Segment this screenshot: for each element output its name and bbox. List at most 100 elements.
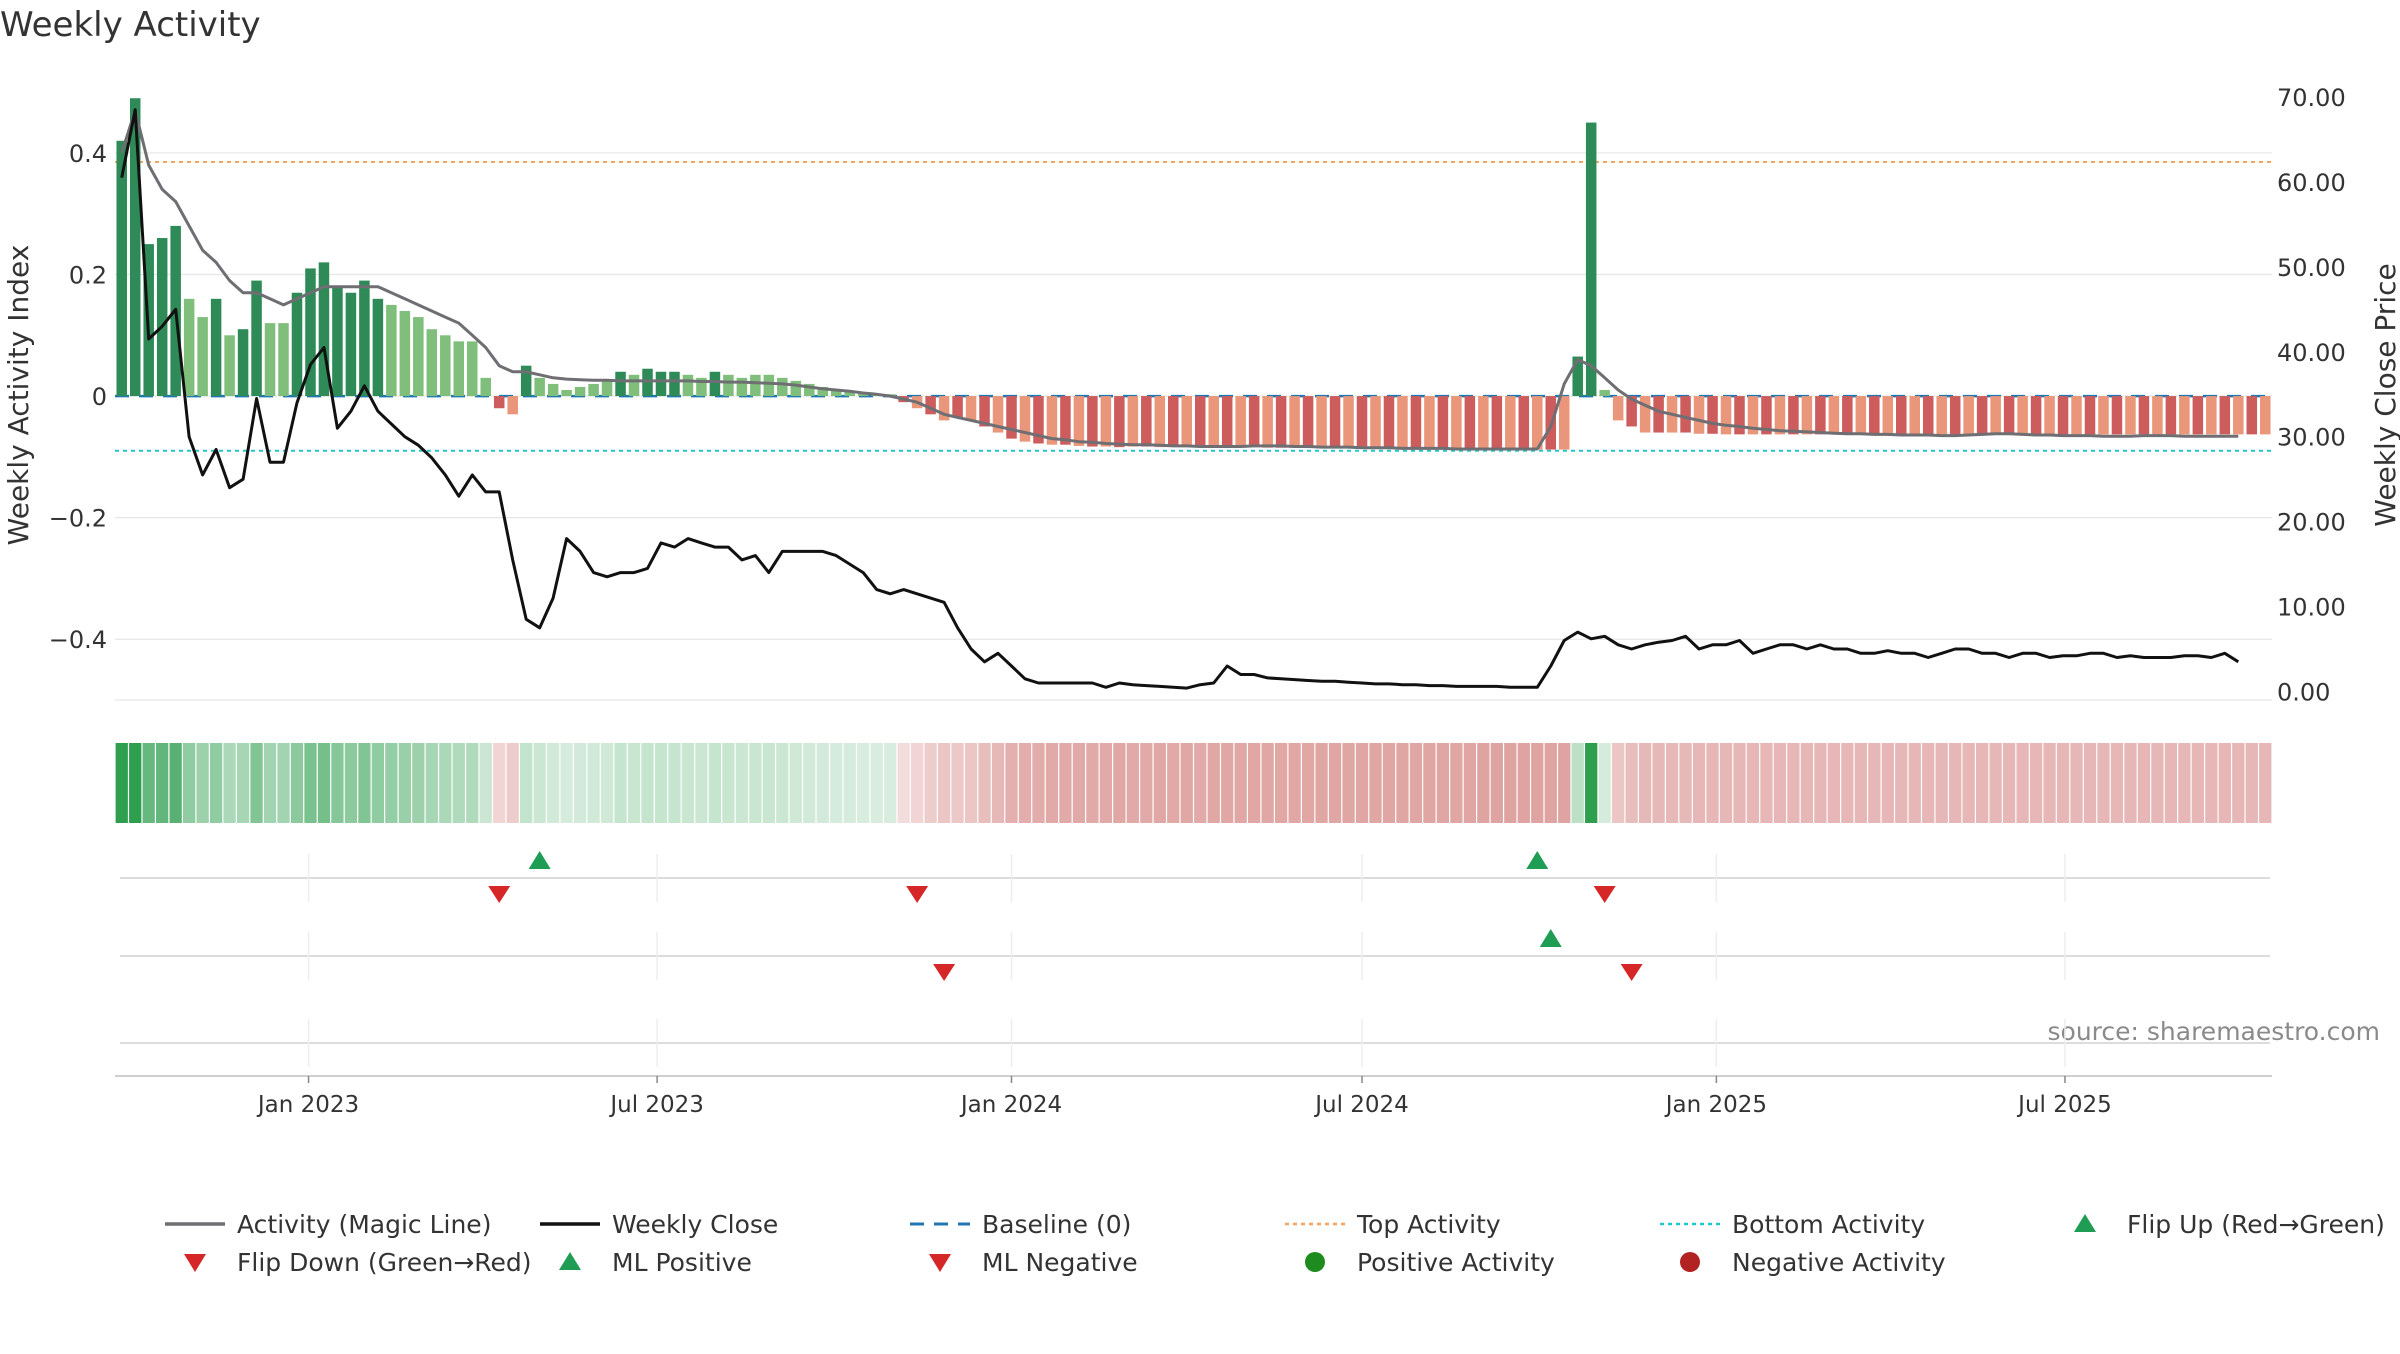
activity-bar	[777, 377, 788, 397]
activity-bar	[345, 292, 357, 397]
heat-strip-cell	[1638, 743, 1652, 823]
heat-strip-cell	[479, 743, 492, 823]
x-tick-label: Jan 2024	[959, 1092, 1062, 1118]
activity-bar	[2003, 396, 2015, 435]
activity-bar	[830, 390, 842, 397]
activity-bar	[952, 396, 963, 418]
activity-bar	[359, 280, 370, 397]
legend-swatch-circle	[1305, 1252, 1325, 1272]
activity-bar	[1963, 396, 1974, 435]
y-left-tick-label: 0	[92, 383, 107, 411]
y-left-axis-label: Weekly Activity Index	[2, 245, 35, 546]
up-marker	[528, 851, 551, 869]
heat-strip-cell	[1719, 743, 1733, 823]
down-marker	[488, 886, 511, 903]
heat-strip-cell	[1113, 743, 1126, 823]
activity-bar	[264, 323, 276, 397]
activity-bar	[251, 280, 262, 397]
activity-bar	[2152, 396, 2163, 435]
activity-bar	[1720, 396, 1732, 435]
heat-strip-cell	[1827, 743, 1840, 823]
heat-strip-cell	[1504, 743, 1517, 823]
x-tick-label: Jan 2023	[256, 1092, 359, 1118]
heat-strip-cell	[183, 743, 196, 823]
activity-bar	[1801, 396, 1813, 435]
heat-strip-cell	[1032, 743, 1045, 823]
activity-bar	[1451, 396, 1462, 449]
heat-strip-cell	[627, 743, 641, 823]
heat-strip-cell	[1045, 743, 1059, 823]
heat-strip-cell	[493, 743, 506, 823]
activity-bar	[1154, 396, 1166, 448]
heat-strip-cell	[1571, 743, 1584, 823]
activity-bar	[129, 98, 141, 397]
heat-strip-cell	[1908, 743, 1921, 823]
activity-bar	[305, 268, 316, 397]
activity-bar	[1747, 396, 1759, 435]
heat-strip-cell	[277, 743, 290, 823]
activity-bar	[1882, 396, 1894, 435]
activity-bar	[1087, 396, 1098, 447]
activity-bar	[1383, 396, 1395, 449]
heat-strip-cell	[1733, 743, 1746, 823]
heat-strip-cell	[830, 743, 843, 823]
heat-strip-cell	[1477, 743, 1490, 823]
y-right-tick-label: 40.00	[2277, 339, 2346, 367]
activity-bar	[857, 393, 869, 397]
legend-item: Top Activity	[1285, 1210, 1501, 1239]
heat-strip-cell	[924, 743, 937, 823]
y-right-tick-label: 50.00	[2277, 254, 2346, 282]
heat-strip-cell	[2259, 743, 2272, 823]
activity-bar	[480, 377, 491, 397]
legend-item: ML Negative	[929, 1248, 1138, 1277]
activity-bar	[453, 341, 465, 397]
heat-strip-cell	[1558, 743, 1571, 823]
heat-strip-cell	[1234, 743, 1247, 823]
activity-bar	[696, 377, 707, 397]
activity-bar	[1248, 396, 1260, 448]
heat-strip-cell	[1301, 743, 1315, 823]
heat-strip-cell	[1167, 743, 1180, 823]
heat-strip-cell	[1099, 743, 1113, 823]
heat-strip-cell	[600, 743, 614, 823]
activity-bar	[1410, 396, 1422, 449]
activity-bar	[1585, 122, 1597, 397]
heat-strip-cell	[1261, 743, 1274, 823]
activity-bar	[1788, 396, 1799, 435]
heat-strip-cell	[115, 743, 128, 823]
heat-strip-cell	[1288, 743, 1301, 823]
y-left-tick-label: 0.4	[69, 140, 107, 168]
activity-bar	[2219, 396, 2231, 435]
legend-item: Flip Up (Red→Green)	[2074, 1210, 2385, 1239]
up-marker	[1526, 851, 1549, 869]
heat-strip-cell	[1274, 743, 1288, 823]
activity-bar	[1532, 396, 1543, 450]
activity-bar	[1060, 396, 1071, 445]
axis-ticks: −0.4 −0.2 0 0.2 0.4 0.00 10.00 20.00 30.00 40.00 5…	[49, 84, 2346, 707]
activity-bar	[2179, 396, 2190, 435]
heat-strip-cell	[1059, 743, 1072, 823]
activity-bar	[1558, 396, 1570, 450]
activity-bar	[2246, 396, 2258, 435]
heat-strip-cell	[1126, 743, 1139, 823]
heat-strip-cell	[2110, 743, 2124, 823]
heat-strip-cell	[1868, 743, 1881, 823]
y-right-tick-label: 10.00	[2277, 594, 2346, 622]
x-tick-label: Jan 2025	[1664, 1092, 1767, 1118]
heat-strip-cell	[196, 743, 209, 823]
legend-label: ML Negative	[982, 1248, 1138, 1277]
heat-strip-cell	[425, 743, 438, 823]
heat-strip-cell	[1382, 743, 1396, 823]
signal-rows	[120, 851, 2270, 1067]
activity-bar	[615, 371, 626, 397]
activity-bar	[156, 238, 168, 397]
heat-strip-cell	[1895, 743, 1908, 823]
heat-strip-cell	[1140, 743, 1153, 823]
activity-bar	[1424, 396, 1435, 449]
heat-strip-cell	[1585, 743, 1598, 823]
activity-bar	[938, 396, 950, 421]
heat-strip-cell	[1544, 743, 1557, 823]
activity-bar	[1828, 396, 1840, 435]
heat-strip-cell	[857, 743, 870, 823]
